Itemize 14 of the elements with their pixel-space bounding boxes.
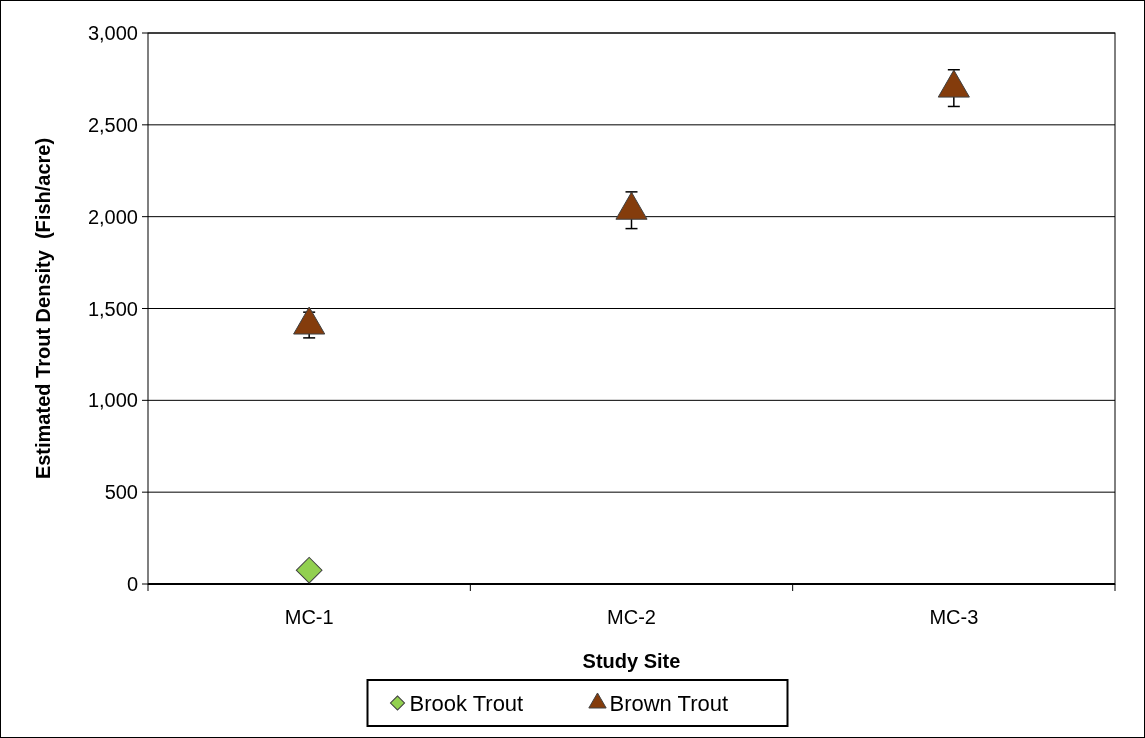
y-tick-label: 1,000 — [87, 389, 138, 412]
y-axis-title: Estimated Trout Density (Fish/acre) — [32, 137, 54, 480]
y-tick-label: 2,500 — [87, 113, 138, 136]
y-tick-label: 0 — [126, 573, 138, 595]
x-tick-label: MC-1 — [284, 606, 334, 628]
x-tick-label: MC-2 — [607, 606, 656, 628]
y-tick-label: 3,000 — [87, 22, 138, 44]
legend-label: Brook Trout — [409, 690, 524, 716]
y-tick-label: 2,000 — [87, 205, 138, 228]
y-tick-label: 1,500 — [87, 297, 138, 320]
y-tick-label: 500 — [104, 481, 138, 504]
x-tick-label: MC-3 — [929, 606, 979, 628]
legend-label: Brown Trout — [609, 690, 729, 716]
x-axis-title: Study Site — [582, 650, 681, 672]
